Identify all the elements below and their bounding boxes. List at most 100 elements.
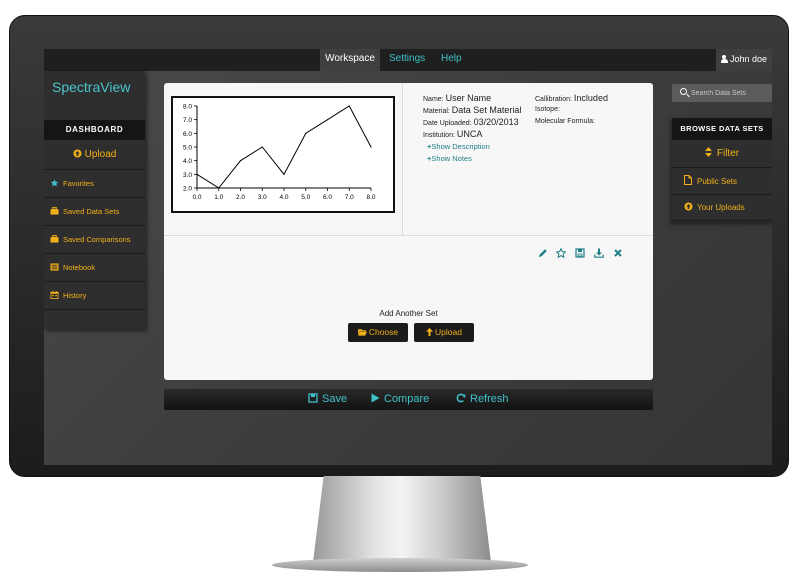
monitor-frame: Workspace Settings Help John doe Spectra… (9, 15, 789, 477)
workspace-panel: 2.0 3.0 4.0 5.0 6.0 7.0 8.0 0.0 1.0 2.0 3.0 4.0 5.0 6… (164, 83, 653, 380)
y-tick-label: 7.0 (183, 117, 192, 124)
download-icon[interactable] (594, 248, 604, 258)
sidebar-upload-button[interactable]: Upload (44, 140, 145, 170)
data-point (370, 146, 372, 148)
meta-material: Material: Data Set Material (423, 105, 522, 115)
sidebar-item-notebook[interactable]: Notebook (44, 254, 145, 282)
upload-circle-icon (73, 149, 82, 158)
panel-divider (164, 235, 653, 236)
nav-help[interactable]: Help (441, 53, 462, 64)
meta-material-value: Data Set Material (451, 105, 522, 115)
add-set-upload-button[interactable]: Upload (414, 323, 474, 342)
meta-institution: Institution: UNCA (423, 129, 483, 139)
x-tick-label: 7.0 (345, 194, 354, 201)
x-tick-label: 8.0 (366, 194, 375, 201)
user-menu[interactable]: John doe (716, 49, 772, 71)
refresh-button[interactable]: Refresh (456, 389, 509, 410)
search-input[interactable] (691, 87, 769, 99)
sidebar-upload-label: Upload (84, 149, 117, 160)
sidebar-item-saved-data-sets[interactable]: Saved Data Sets (44, 198, 145, 226)
compare-label: Compare (384, 393, 430, 405)
close-icon[interactable] (613, 248, 623, 258)
x-tick-label: 3.0 (258, 194, 267, 201)
browse-item-public-sets[interactable]: Public Sets (672, 169, 772, 195)
y-tick-label: 6.0 (183, 131, 192, 138)
filter-label: Filter (716, 148, 740, 159)
user-icon (720, 55, 728, 63)
sidebar-item-history[interactable]: History (44, 282, 145, 310)
dashboard-heading: DASHBOARD (44, 120, 145, 140)
browse-item-your-uploads[interactable]: Your Uploads (672, 195, 772, 221)
add-set-label: Add Another Set (379, 309, 438, 318)
edit-pencil-icon[interactable] (538, 248, 548, 258)
browse-heading: BROWSE DATA SETS (672, 118, 772, 140)
y-tick-label: 5.0 (183, 145, 192, 152)
sort-icon (704, 147, 712, 157)
data-point (196, 173, 198, 175)
browse-item-label: Public Sets (697, 177, 738, 186)
app-logo: SpectraView (52, 79, 131, 95)
sidebar-item-saved-comparisons[interactable]: Saved Comparisons (44, 226, 145, 254)
data-point (261, 146, 263, 148)
meta-institution-value: UNCA (456, 129, 483, 139)
calendar-icon (50, 291, 59, 299)
top-nav: Workspace Settings Help John doe (44, 49, 772, 71)
show-description-link[interactable]: +Show Description (427, 142, 490, 151)
sidebar-item-label: Saved Comparisons (63, 235, 131, 244)
monitor-stand-base (272, 558, 528, 572)
meta-name-value: User Name (445, 93, 492, 103)
nav-settings[interactable]: Settings (389, 53, 426, 64)
choose-button[interactable]: Choose (348, 323, 408, 342)
bottom-action-bar: Save Compare Refresh (164, 389, 653, 410)
meta-calibration-value: Included (573, 93, 608, 103)
sidebar-item-label: Favorites (63, 179, 94, 188)
data-point (305, 132, 307, 134)
compare-button[interactable]: Compare (371, 389, 429, 410)
meta-formula: Molecular Formula: (535, 118, 595, 125)
plus-icon: + (427, 154, 432, 163)
save-disk-icon[interactable] (575, 248, 585, 258)
nav-workspace[interactable]: Workspace (320, 49, 380, 71)
sidebar-item-label: Notebook (63, 263, 96, 272)
panel-divider (402, 83, 403, 235)
filter-button[interactable]: Filter (672, 140, 772, 168)
upload-circle-icon (684, 202, 693, 211)
meta-calibration: Callibration: Included (535, 93, 608, 103)
arrow-up-icon (426, 328, 434, 336)
file-icon (684, 175, 692, 185)
upload-label: Upload (435, 327, 462, 337)
right-sidebar: BROWSE DATA SETS Filter Public Sets Your… (672, 118, 772, 222)
folder-open-icon (357, 329, 367, 336)
data-point (218, 187, 220, 189)
browse-item-label: Your Uploads (697, 203, 745, 212)
app-screen: Workspace Settings Help John doe Spectra… (44, 49, 772, 465)
x-tick-label: 6.0 (323, 194, 332, 201)
y-tick-label: 3.0 (183, 172, 192, 179)
favorite-star-icon[interactable] (556, 248, 566, 258)
data-point (283, 173, 285, 175)
user-name: John doe (729, 54, 768, 64)
star-icon (50, 179, 59, 187)
x-tick-label: 4.0 (279, 194, 288, 201)
y-tick-label: 8.0 (183, 104, 192, 111)
series-line (196, 105, 372, 189)
y-tick-label: 4.0 (183, 158, 192, 165)
choose-label: Choose (368, 327, 399, 337)
play-icon (371, 393, 380, 403)
x-tick-label: 1.0 (214, 194, 223, 201)
show-notes-link[interactable]: +Show Notes (427, 154, 472, 163)
briefcase-icon (50, 235, 59, 243)
data-point (348, 105, 350, 107)
save-disk-icon (308, 393, 318, 403)
chart-svg: 2.0 3.0 4.0 5.0 6.0 7.0 8.0 0.0 1.0 2.0 3.0 4.0 5.0 6… (183, 104, 376, 202)
x-tick-label: 0.0 (192, 194, 201, 201)
search-icon (680, 88, 687, 95)
meta-name: Name: User Name (423, 93, 492, 103)
data-point (326, 119, 329, 121)
meta-date-value: 03/20/2013 (473, 117, 519, 127)
y-tick-label: 2.0 (183, 186, 192, 193)
sidebar-item-favorites[interactable]: Favorites (44, 170, 145, 198)
sidebar-item-label: Saved Data Sets (63, 207, 120, 216)
save-button[interactable]: Save (308, 389, 347, 410)
refresh-label: Refresh (470, 393, 509, 405)
